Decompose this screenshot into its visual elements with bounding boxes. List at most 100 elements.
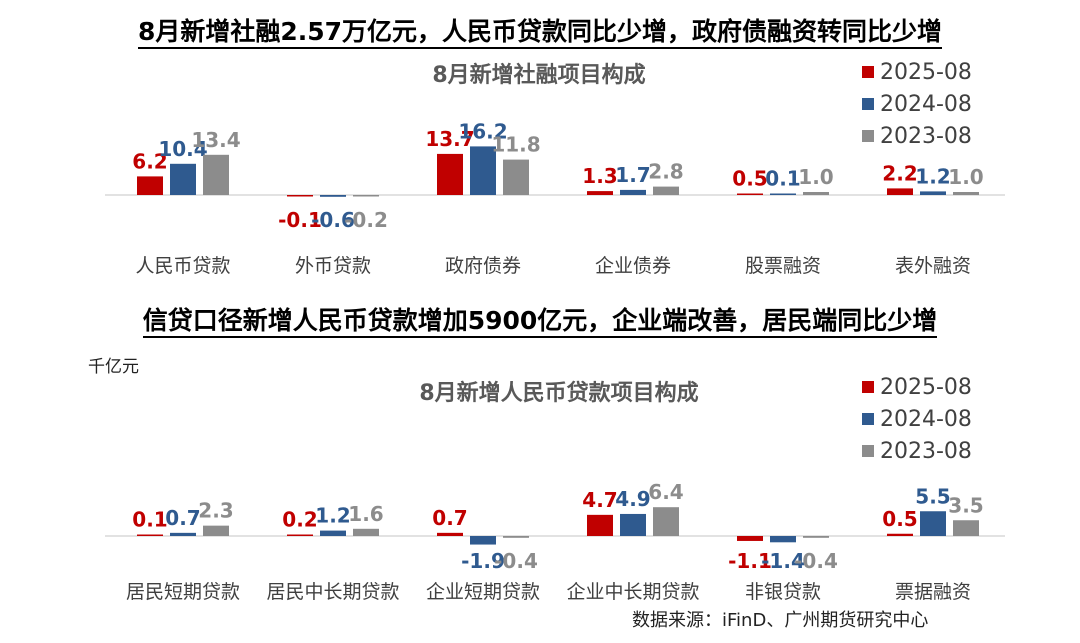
bar-2024-08-居民短期贷款 [170,532,196,536]
value-label-2023-08-表外融资: 1.0 [948,165,983,189]
value-label-2025-08-股票融资: 0.5 [732,167,767,191]
category-label: 政府债券 [445,255,521,277]
legend-swatch-2025-08 [862,381,874,393]
bar-2023-08-政府债券 [503,159,529,195]
value-label-2023-08-企业短期贷款: -0.4 [494,549,538,573]
bar-2025-08-企业债券 [587,191,613,195]
headline-social-financing: 8月新增社融2.57万亿元，人民币贷款同比少增，政府债融资转同比少增 [0,12,1080,49]
value-label-2025-08-企业债券: 1.3 [582,164,617,188]
value-label-2025-08-人民币贷款: 6.2 [132,149,167,173]
legend-swatch-2023-08 [862,130,874,142]
value-label-2024-08-企业短期贷款: -1.9 [461,549,505,573]
category-label: 企业债券 [595,255,671,277]
value-label-2024-08-外币贷款: -0.6 [311,208,355,232]
value-label-2024-08-居民中长期贷款: 1.2 [315,504,350,528]
bar-2023-08-居民中长期贷款 [353,528,379,536]
bar-2023-08-企业中长期贷款 [653,507,679,536]
value-label-2023-08-居民短期贷款: 2.3 [198,499,233,523]
bar-2024-08-企业短期贷款 [470,536,496,545]
value-label-2025-08-政府债券: 13.7 [425,127,474,151]
value-label-2025-08-表外融资: 2.2 [882,161,917,185]
bar-2024-08-外币贷款 [320,195,346,197]
category-label: 票据融资 [895,581,971,603]
bar-2023-08-企业短期贷款 [503,536,529,538]
category-label: 企业短期贷款 [426,581,540,603]
bar-2024-08-非银贷款 [770,536,796,543]
bar-2023-08-票据融资 [953,520,979,536]
value-label-2025-08-外币贷款: -0.1 [278,208,322,232]
value-label-2024-08-非银贷款: -1.4 [761,549,805,573]
value-label-2023-08-企业中长期贷款: 6.4 [648,480,683,504]
value-label-2025-08-居民短期贷款: 0.1 [132,508,167,532]
value-label-2023-08-政府债券: 11.8 [491,133,540,157]
bar-2024-08-表外融资 [920,191,946,195]
value-label-2024-08-企业中长期贷款: 4.9 [615,487,650,511]
chart-social-financing: 8月新增社融项目构成 2025-082024-082023-086.210.413… [105,60,1005,277]
bar-2023-08-居民短期贷款 [203,525,229,536]
bar-2025-08-票据融资 [887,533,913,536]
bar-2025-08-居民中长期贷款 [287,534,313,536]
bar-2024-08-政府债券 [470,146,496,195]
value-label-2024-08-表外融资: 1.2 [915,164,950,188]
value-label-2024-08-居民短期贷款: 0.7 [165,506,200,530]
bar-2023-08-表外融资 [953,192,979,195]
bar-2023-08-人民币贷款 [203,154,229,195]
value-label-2023-08-居民中长期贷款: 1.6 [348,502,383,526]
bar-2024-08-企业中长期贷款 [620,513,646,536]
category-label: 股票融资 [745,255,821,277]
chart-rmb-loans: 8月新增人民币贷款项目构成 2025-082024-082023-080.10.7… [105,375,1005,603]
category-label: 非银贷款 [745,581,821,603]
value-label-2025-08-企业短期贷款: 0.7 [432,506,467,530]
value-label-2025-08-非银贷款: -1.1 [728,549,772,573]
legend-label-2023-08: 2023-08 [880,439,972,464]
bar-2025-08-人民币贷款 [137,176,163,195]
legend-swatch-2024-08 [862,413,874,425]
legend-swatch-2023-08 [862,445,874,457]
bar-2023-08-外币贷款 [353,195,379,197]
bar-2023-08-非银贷款 [803,536,829,538]
bar-2025-08-外币贷款 [287,195,313,197]
bar-2023-08-股票融资 [803,192,829,195]
chart-title: 8月新增社融项目构成 [432,62,645,88]
legend-label-2024-08: 2024-08 [880,92,972,117]
bar-2025-08-股票融资 [737,193,763,195]
bar-2024-08-人民币贷款 [170,163,196,195]
value-label-2023-08-股票融资: 1.0 [798,165,833,189]
legend-label-2023-08: 2023-08 [880,124,972,149]
category-label: 人民币贷款 [135,255,230,277]
headline-social-financing-text: 8月新增社融2.57万亿元，人民币贷款同比少增，政府债融资转同比少增 [137,17,943,49]
bar-2025-08-企业中长期贷款 [587,514,613,536]
legend-label-2024-08: 2024-08 [880,407,972,432]
bar-2025-08-企业短期贷款 [437,532,463,536]
value-label-2023-08-人民币贷款: 13.4 [191,128,240,152]
bar-2025-08-非银贷款 [737,536,763,541]
value-label-2024-08-人民币贷款: 10.4 [158,137,207,161]
legend-swatch-2025-08 [862,66,874,78]
bar-2023-08-企业债券 [653,186,679,195]
bar-2024-08-股票融资 [770,193,796,195]
legend-swatch-2024-08 [862,98,874,110]
bar-2025-08-表外融资 [887,188,913,195]
value-label-2024-08-票据融资: 5.5 [915,484,950,508]
value-label-2023-08-非银贷款: -0.4 [794,549,838,573]
legend-label-2025-08: 2025-08 [880,375,972,400]
value-label-2024-08-股票融资: 0.1 [765,167,800,191]
bar-2024-08-票据融资 [920,511,946,536]
value-label-2025-08-企业中长期贷款: 4.7 [582,488,617,512]
value-label-2023-08-票据融资: 3.5 [948,493,983,517]
value-label-2023-08-外币贷款: -0.2 [344,208,388,232]
bar-2025-08-政府债券 [437,153,463,195]
bar-2025-08-居民短期贷款 [137,534,163,536]
value-label-2024-08-企业债券: 1.7 [615,163,650,187]
source-note: 数据来源：iFinD、广州期货研究中心 [632,610,929,631]
value-label-2025-08-居民中长期贷款: 0.2 [282,508,317,532]
headline-rmb-loans-text: 信贷口径新增人民币贷款增加5900亿元，企业端改善，居民端同比少增 [142,306,938,338]
value-label-2023-08-企业债券: 2.8 [648,160,683,184]
category-label: 居民中长期贷款 [266,581,399,603]
legend-label-2025-08: 2025-08 [880,60,972,85]
category-label: 企业中长期贷款 [566,581,699,603]
bar-2024-08-企业债券 [620,189,646,195]
unit-label: 千亿元 [88,357,139,377]
category-label: 居民短期贷款 [126,581,240,603]
category-label: 表外融资 [895,255,971,277]
